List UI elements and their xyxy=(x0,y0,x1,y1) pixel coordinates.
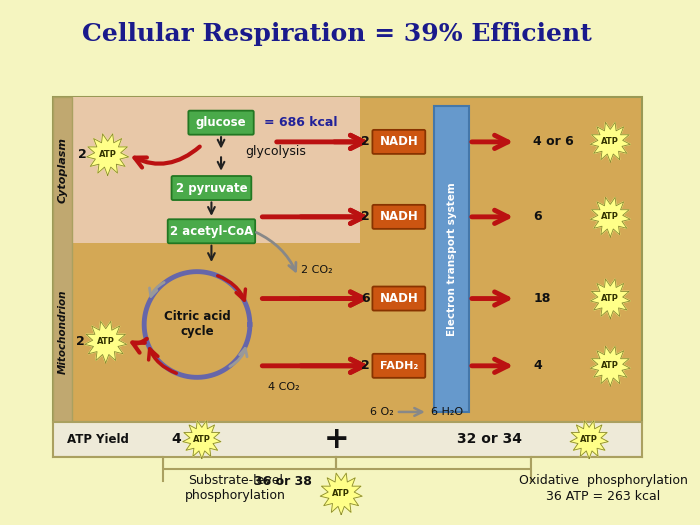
Text: ATP: ATP xyxy=(580,435,598,444)
Text: glucose: glucose xyxy=(196,116,246,129)
Text: NADH: NADH xyxy=(379,292,418,305)
Text: Citric acid
cycle: Citric acid cycle xyxy=(164,310,230,339)
Text: Substrate-level
phosphorylation: Substrate-level phosphorylation xyxy=(185,475,286,502)
FancyBboxPatch shape xyxy=(372,354,426,378)
Text: 32 or 34: 32 or 34 xyxy=(457,433,522,446)
Polygon shape xyxy=(87,134,129,175)
Text: ATP: ATP xyxy=(99,150,117,159)
Text: 2: 2 xyxy=(78,148,87,161)
Text: ATP: ATP xyxy=(601,361,620,370)
FancyBboxPatch shape xyxy=(188,111,253,135)
Text: Cellular Respiration = 39% Efficient: Cellular Respiration = 39% Efficient xyxy=(81,22,592,46)
Bar xyxy=(53,457,163,481)
Text: 2: 2 xyxy=(361,211,370,223)
Text: 6: 6 xyxy=(361,292,370,305)
Text: ATP: ATP xyxy=(193,435,211,444)
Text: glycolysis: glycolysis xyxy=(245,145,306,158)
Text: 36 or 38: 36 or 38 xyxy=(255,475,312,488)
Polygon shape xyxy=(183,421,221,458)
Text: = 686 kcal: = 686 kcal xyxy=(265,116,338,129)
Text: Electron transport system: Electron transport system xyxy=(447,182,456,336)
Text: Mitochondrion: Mitochondrion xyxy=(57,290,67,374)
Bar xyxy=(435,107,469,412)
Text: 6 O₂: 6 O₂ xyxy=(370,407,394,417)
Text: ATP: ATP xyxy=(601,212,620,222)
FancyBboxPatch shape xyxy=(372,205,426,229)
Text: ATP: ATP xyxy=(601,138,620,146)
Bar xyxy=(53,422,642,457)
Text: 18: 18 xyxy=(533,292,551,305)
FancyBboxPatch shape xyxy=(372,130,426,154)
Text: NADH: NADH xyxy=(379,135,418,149)
Polygon shape xyxy=(85,321,127,363)
Text: ATP: ATP xyxy=(601,294,620,303)
Text: 4 CO₂: 4 CO₂ xyxy=(267,382,300,392)
Bar xyxy=(72,97,360,243)
Text: 4: 4 xyxy=(533,359,542,372)
Text: ATP: ATP xyxy=(97,337,115,346)
Text: 2: 2 xyxy=(361,359,370,372)
Bar xyxy=(53,97,642,422)
FancyBboxPatch shape xyxy=(372,287,426,311)
Text: 4: 4 xyxy=(171,433,181,446)
Polygon shape xyxy=(590,279,630,319)
Text: Oxidative  phosphorylation: Oxidative phosphorylation xyxy=(519,475,688,487)
Text: 2 CO₂: 2 CO₂ xyxy=(301,265,333,275)
Text: NADH: NADH xyxy=(379,211,418,223)
Bar xyxy=(531,457,642,481)
Polygon shape xyxy=(590,122,630,162)
FancyBboxPatch shape xyxy=(172,176,251,200)
Text: ATP Yield: ATP Yield xyxy=(67,433,130,446)
Text: +: + xyxy=(323,425,349,454)
Text: 2 acetyl-CoA: 2 acetyl-CoA xyxy=(170,225,253,238)
Text: 2 pyruvate: 2 pyruvate xyxy=(176,182,247,195)
Polygon shape xyxy=(320,473,362,515)
Text: FADH₂: FADH₂ xyxy=(379,361,418,371)
Text: 4 or 6: 4 or 6 xyxy=(533,135,574,149)
Text: Cytoplasm: Cytoplasm xyxy=(57,136,67,203)
Bar xyxy=(53,97,72,422)
FancyBboxPatch shape xyxy=(168,219,256,243)
Text: 6: 6 xyxy=(533,211,542,223)
Polygon shape xyxy=(570,421,608,458)
Text: 2: 2 xyxy=(76,335,85,348)
Polygon shape xyxy=(590,346,630,386)
Text: ATP: ATP xyxy=(332,489,350,498)
Text: 36 ATP = 263 kcal: 36 ATP = 263 kcal xyxy=(547,490,661,503)
Text: 2: 2 xyxy=(361,135,370,149)
Polygon shape xyxy=(590,197,630,237)
Text: 6 H₂O: 6 H₂O xyxy=(430,407,463,417)
